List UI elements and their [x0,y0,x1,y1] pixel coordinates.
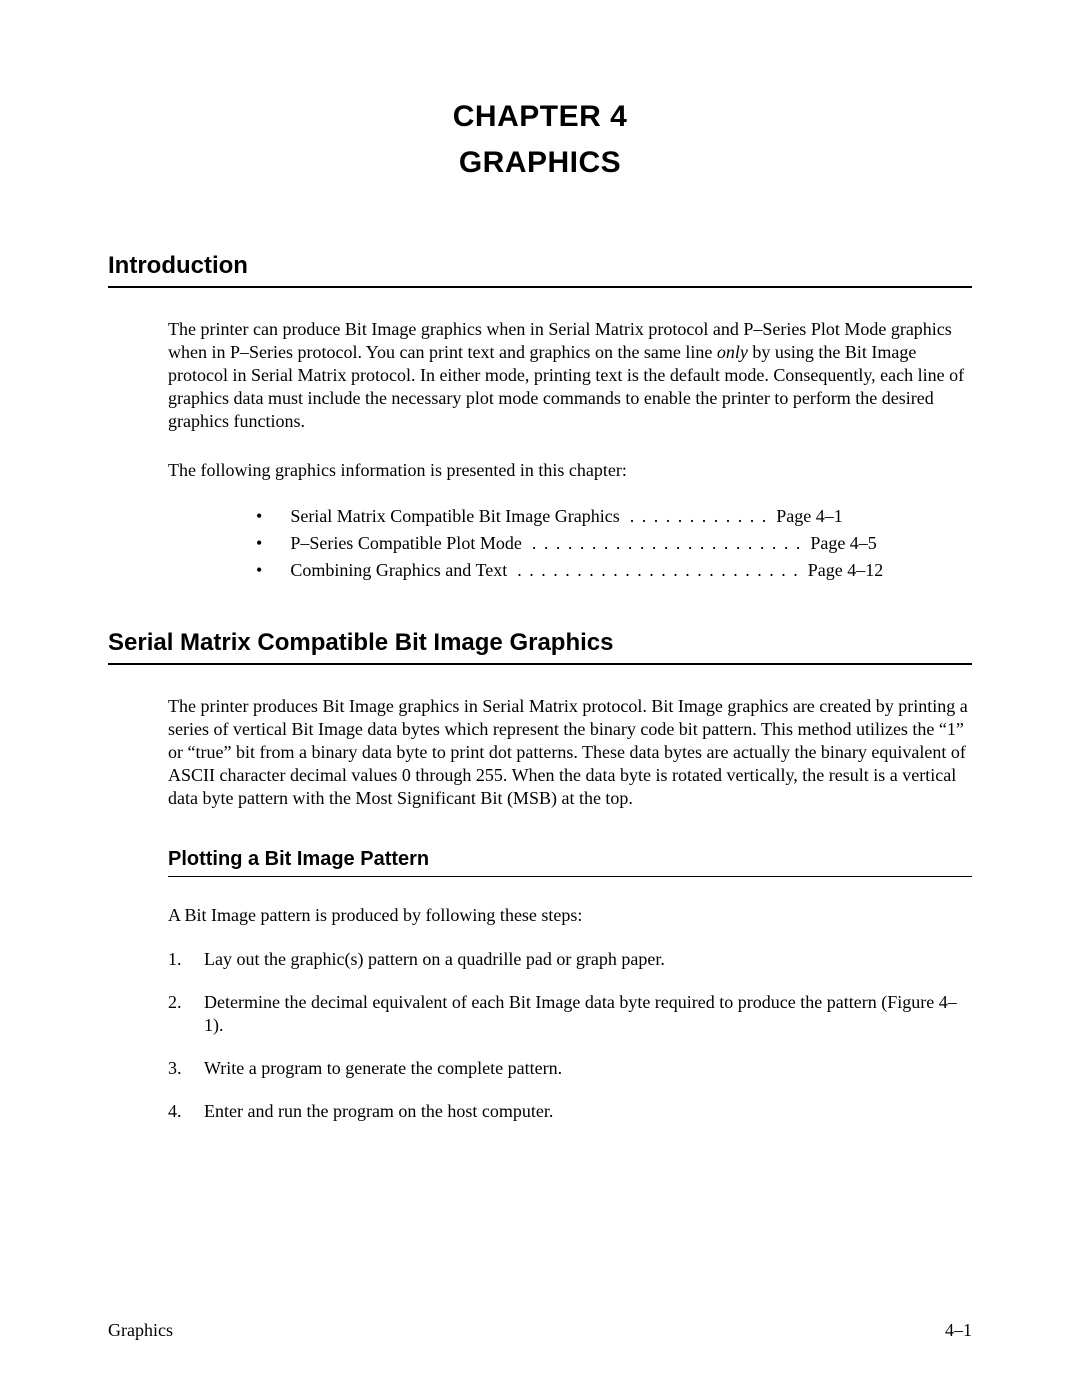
steps-list: 1. Lay out the graphic(s) pattern on a q… [168,948,972,1123]
toc-label: Combining Graphics and Text [290,560,507,581]
toc-item: • Serial Matrix Compatible Bit Image Gra… [256,506,972,527]
chapter-toc: • Serial Matrix Compatible Bit Image Gra… [256,506,972,581]
step-number: 4. [168,1100,204,1123]
subsection-heading-plotting: Plotting a Bit Image Pattern [168,848,972,877]
chapter-title: GRAPHICS [108,146,972,180]
step-number: 2. [168,991,204,1037]
toc-page: Page 4–1 [772,506,843,527]
footer-section-name: Graphics [108,1320,173,1341]
toc-leader-dots: . . . . . . . . . . . . . . . . . . . . … [526,533,802,554]
intro-paragraph-1: The printer can produce Bit Image graphi… [168,318,972,433]
step-item: 2. Determine the decimal equivalent of e… [168,991,972,1037]
bullet-icon: • [256,533,262,554]
step-item: 1. Lay out the graphic(s) pattern on a q… [168,948,972,971]
footer-page-number: 4–1 [945,1320,972,1341]
bullet-icon: • [256,506,262,527]
toc-label: Serial Matrix Compatible Bit Image Graph… [290,506,619,527]
toc-label: P–Series Compatible Plot Mode [290,533,522,554]
toc-item: • P–Series Compatible Plot Mode . . . . … [256,533,972,554]
toc-leader-dots: . . . . . . . . . . . . [624,506,768,527]
intro-p1-italic: only [717,342,748,362]
section2-paragraph: The printer produces Bit Image graphics … [168,695,972,810]
step-text: Write a program to generate the complete… [204,1057,562,1080]
toc-leader-dots: . . . . . . . . . . . . . . . . . . . . … [511,560,799,581]
intro-paragraph-2: The following graphics information is pr… [168,459,972,482]
steps-intro: A Bit Image pattern is produced by follo… [168,905,972,926]
bullet-icon: • [256,560,262,581]
section-heading-introduction: Introduction [108,252,972,288]
step-number: 1. [168,948,204,971]
toc-item: • Combining Graphics and Text . . . . . … [256,560,972,581]
toc-page: Page 4–12 [803,560,883,581]
step-number: 3. [168,1057,204,1080]
page-footer: Graphics 4–1 [108,1320,972,1341]
step-item: 4. Enter and run the program on the host… [168,1100,972,1123]
chapter-number: CHAPTER 4 [108,100,972,134]
section-heading-serial-matrix: Serial Matrix Compatible Bit Image Graph… [108,629,972,665]
step-item: 3. Write a program to generate the compl… [168,1057,972,1080]
toc-page: Page 4–5 [806,533,877,554]
step-text: Determine the decimal equivalent of each… [204,991,972,1037]
step-text: Lay out the graphic(s) pattern on a quad… [204,948,665,971]
step-text: Enter and run the program on the host co… [204,1100,553,1123]
